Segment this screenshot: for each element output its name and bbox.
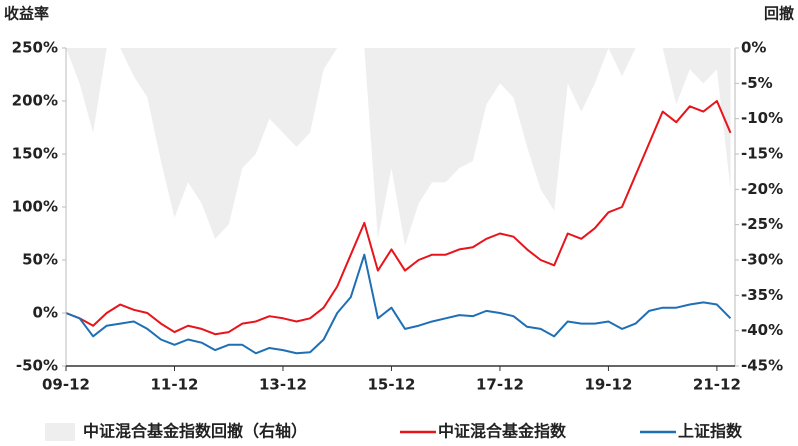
x-tick-label: 15-12 [367,376,415,394]
y2-tick-label: -15% [741,145,783,163]
y-tick-label: 50% [22,251,58,269]
y2-tick-label: -10% [741,109,783,127]
x-tick-label: 21-12 [693,376,741,394]
y2-tick-label: -45% [741,357,783,375]
y-tick-label: -50% [16,357,58,375]
legend-swatch [45,423,75,441]
y-tick-label: 200% [12,92,58,110]
y-axis-title: 收益率 [4,5,49,23]
line [65,253,732,355]
x-tick-label: 13-12 [259,376,307,394]
x-tick-label: 09-12 [42,376,90,394]
drawdown-area [66,48,731,246]
x-tick-label: 17-12 [476,376,524,394]
y-tick-label: 100% [12,198,58,216]
legend-label: 中证混合基金指数回撤（右轴） [83,422,307,441]
plot [62,47,739,371]
y2-tick-label: -5% [741,74,773,92]
y-tick-label: 0% [33,304,58,322]
y2-tick-label: -40% [741,321,783,339]
legend-label: 中证混合基金指数 [438,422,567,441]
y2-tick-label: 0% [741,39,766,57]
legend-label: 上证指数 [678,422,743,441]
x-tick-label: 11-12 [150,376,198,394]
y-tick-label: 150% [12,145,58,163]
y2-axis-title: 回撤 [764,5,794,23]
y2-tick-label: -35% [741,286,783,304]
legend: 中证混合基金指数回撤（右轴） 中证混合基金指数 上证指数 [45,422,743,441]
y-tick-label: 250% [12,39,58,57]
line [65,100,732,336]
y2-tick-label: -20% [741,180,783,198]
y2-tick-label: -30% [741,251,783,269]
x-tick-label: 19-12 [584,376,632,394]
y2-tick-label: -25% [741,215,783,233]
